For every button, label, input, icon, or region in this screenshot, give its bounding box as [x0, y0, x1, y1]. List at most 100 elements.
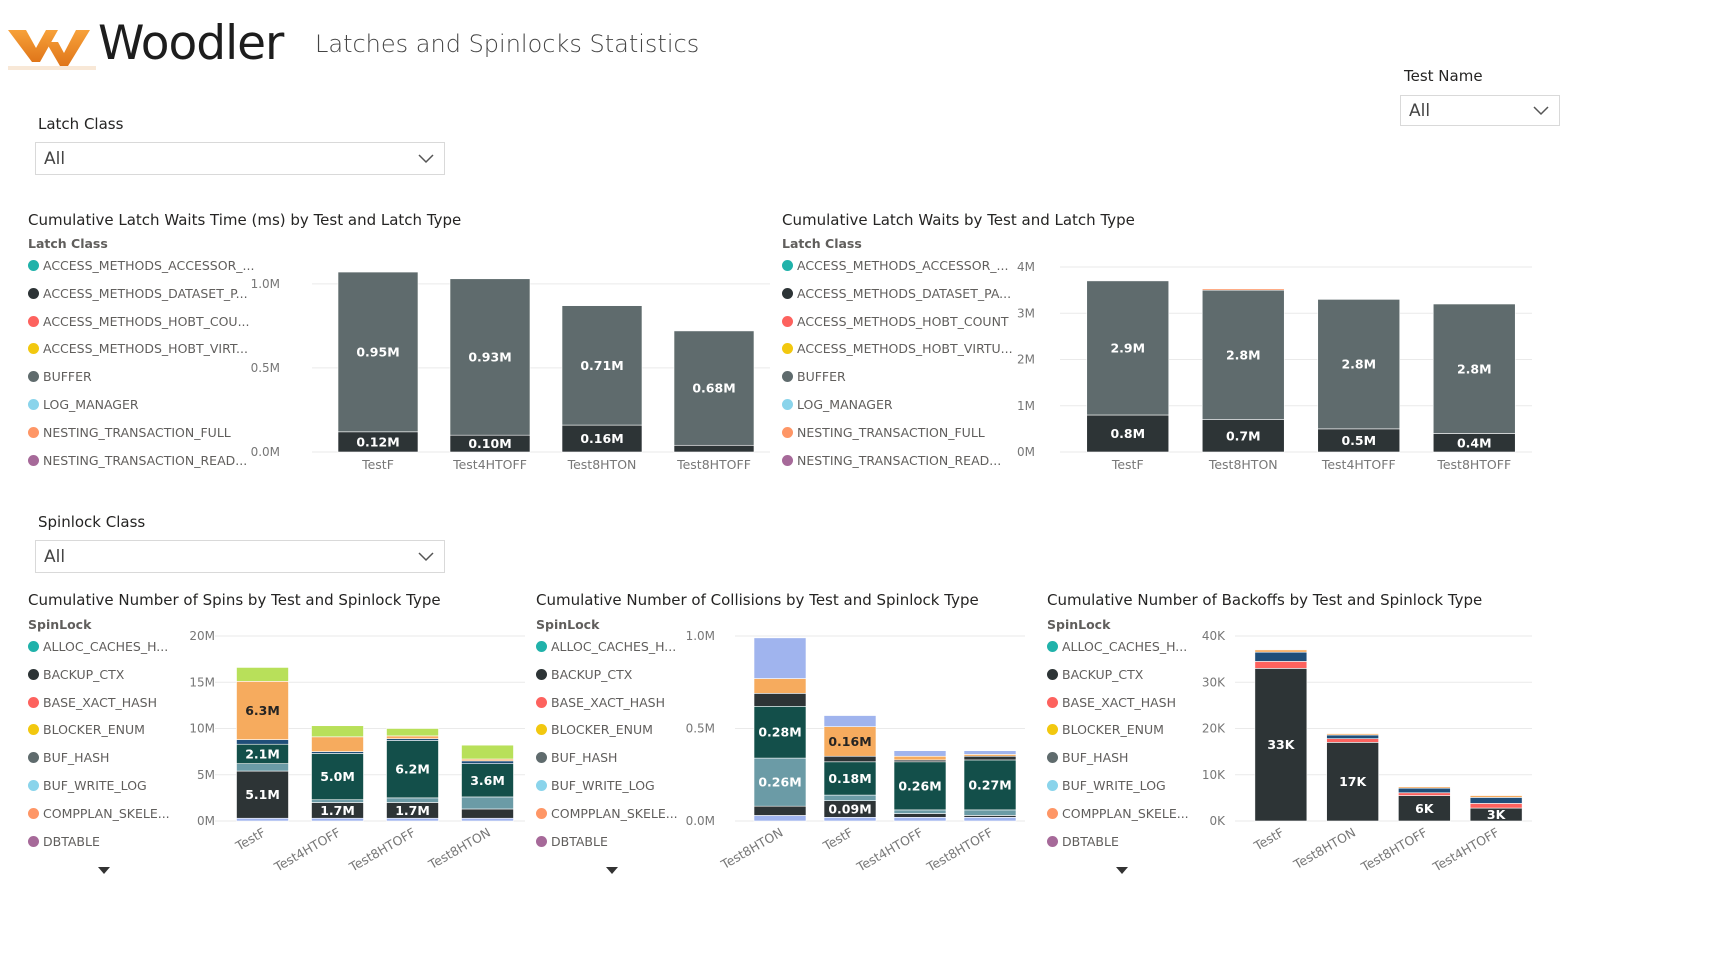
backoffs-title: Cumulative Number of Backoffs by Test an…	[1047, 591, 1483, 609]
x-tick-label: Test8HTON	[425, 825, 493, 873]
legend-item[interactable]: COMPPLAN_SKELE...	[1047, 806, 1189, 821]
legend-dot-icon	[28, 454, 39, 466]
legend-label: ALLOC_CACHES_H...	[1062, 639, 1188, 654]
brand-name: Woodler	[98, 16, 284, 71]
legend-item[interactable]: BUF_WRITE_LOG	[28, 778, 147, 793]
legend-dot-icon	[536, 668, 547, 680]
spinlock-class-dropdown[interactable]: All	[35, 540, 445, 573]
latch-legend-1: Latch Class ACCESS_METHODS_ACCESSOR_... A…	[28, 236, 254, 468]
legend-item[interactable]: ACCESS_METHODS_DATASET_P...	[28, 286, 248, 301]
legend-label: NESTING_TRANSACTION_FULL	[43, 424, 231, 440]
legend-label: BASE_XACT_HASH	[1062, 694, 1177, 710]
legend-more-arrow-icon[interactable]	[1116, 867, 1128, 874]
legend-item[interactable]: DBTABLE	[1047, 834, 1119, 849]
legend-more-arrow-icon[interactable]	[606, 867, 618, 874]
bar-segment	[823, 715, 877, 727]
bar-segment	[673, 444, 755, 453]
legend-item[interactable]: LOG_MANAGER	[782, 397, 893, 412]
legend-dot-icon	[28, 696, 39, 708]
legend-item[interactable]: BASE_XACT_HASH	[536, 695, 665, 710]
data-label: 0.5M	[1341, 433, 1376, 448]
legend-item[interactable]: ALLOC_CACHES_H...	[536, 639, 676, 654]
legend-item[interactable]: ACCESS_METHODS_ACCESSOR_...	[782, 258, 1008, 273]
legend-label: NESTING_TRANSACTION_FULL	[797, 424, 985, 440]
y-tick-label: 0.0M	[686, 814, 715, 828]
data-label: 5.0M	[320, 769, 355, 784]
legend-title: SpinLock	[536, 617, 600, 632]
legend-label: ACCESS_METHODS_HOBT_COU...	[43, 313, 250, 329]
data-label: 3K	[1487, 807, 1507, 822]
bar-segment	[1326, 742, 1379, 822]
data-label: 0.8M	[1110, 426, 1145, 441]
legend-item[interactable]: DBTABLE	[28, 834, 100, 849]
legend-item[interactable]: ACCESS_METHODS_HOBT_VIRTU...	[782, 341, 1013, 356]
legend-item[interactable]: BLOCKER_ENUM	[536, 722, 653, 737]
legend-item[interactable]: BACKUP_CTX	[1047, 667, 1143, 682]
legend-label: ACCESS_METHODS_DATASET_P...	[43, 285, 248, 301]
legend-label: DBTABLE	[1062, 833, 1119, 849]
legend-item[interactable]: BUF_HASH	[536, 750, 617, 765]
data-label: 0.09M	[828, 801, 871, 816]
legend-item[interactable]: BLOCKER_ENUM	[1047, 722, 1164, 737]
bar-segment	[1201, 288, 1285, 291]
legend-item[interactable]: BUF_HASH	[1047, 750, 1128, 765]
legend-item[interactable]: BASE_XACT_HASH	[1047, 695, 1176, 710]
legend-item[interactable]: NESTING_TRANSACTION_READ...	[28, 453, 247, 468]
test-name-value: All	[1409, 100, 1431, 121]
legend-item[interactable]: BACKUP_CTX	[536, 667, 632, 682]
legend-dot-icon	[782, 343, 793, 355]
legend-item[interactable]: BUF_HASH	[28, 750, 109, 765]
y-tick-label: 20K	[1202, 722, 1226, 736]
bar-segment	[236, 763, 289, 772]
y-tick-label: 30K	[1202, 675, 1226, 689]
legend-item[interactable]: LOG_MANAGER	[28, 397, 139, 412]
page-title: Latches and Spinlocks Statistics	[315, 30, 700, 58]
legend-label: COMPPLAN_SKELE...	[43, 805, 170, 821]
legend-item[interactable]: ACCESS_METHODS_ACCESSOR_...	[28, 258, 254, 273]
x-tick-label: Test4HTOFF	[1429, 825, 1501, 875]
legend-item[interactable]: BUF_WRITE_LOG	[536, 778, 655, 793]
legend-title: Latch Class	[28, 236, 108, 251]
bar-segment	[753, 637, 807, 679]
data-label: 0.12M	[356, 434, 399, 449]
bar-segment	[461, 744, 514, 760]
legend-item[interactable]: ALLOC_CACHES_H...	[1047, 639, 1187, 654]
bar-segment	[311, 817, 364, 822]
legend-item[interactable]: BUFFER	[782, 369, 846, 384]
legend-item[interactable]: ACCESS_METHODS_HOBT_COU...	[28, 314, 250, 329]
legend-more-arrow-icon[interactable]	[98, 867, 110, 874]
legend-label: BLOCKER_ENUM	[551, 722, 653, 738]
legend-item[interactable]: NESTING_TRANSACTION_FULL	[782, 425, 985, 440]
legend-item[interactable]: ACCESS_METHODS_HOBT_COUNT	[782, 314, 1009, 329]
data-label: 0.71M	[580, 358, 623, 373]
legend-label: DBTABLE	[551, 833, 608, 849]
legend-item[interactable]: BACKUP_CTX	[28, 667, 124, 682]
data-label: 6.2M	[395, 762, 430, 777]
data-label: 0.28M	[758, 725, 801, 740]
legend-item[interactable]: COMPPLAN_SKELE...	[536, 806, 678, 821]
legend-item[interactable]: BASE_XACT_HASH	[28, 695, 157, 710]
data-label: 0.18M	[828, 771, 871, 786]
bar-segment	[236, 770, 289, 819]
legend-item[interactable]: ALLOC_CACHES_H...	[28, 639, 168, 654]
legend-item[interactable]: BUF_WRITE_LOG	[1047, 778, 1166, 793]
legend-item[interactable]: COMPPLAN_SKELE...	[28, 806, 170, 821]
legend-item[interactable]: NESTING_TRANSACTION_FULL	[28, 425, 231, 440]
x-tick-label: Test8HTOFF	[1436, 457, 1511, 472]
legend-item[interactable]: ACCESS_METHODS_DATASET_PA...	[782, 286, 1011, 301]
y-tick-label: 10K	[1202, 768, 1226, 782]
legend-title: SpinLock	[28, 617, 92, 632]
chevron-down-icon	[418, 551, 434, 561]
x-tick-label: Test4HTOFF	[1321, 457, 1396, 472]
test-name-dropdown[interactable]: All	[1400, 95, 1560, 126]
latch-class-dropdown[interactable]: All	[35, 142, 445, 175]
x-tick-label: Test8HTOFF	[346, 825, 418, 875]
legend-item[interactable]: BLOCKER_ENUM	[28, 722, 145, 737]
bar-segment	[963, 816, 1017, 822]
legend-item[interactable]: BUFFER	[28, 369, 92, 384]
legend-label: BUF_HASH	[551, 750, 618, 766]
bar-segment	[1469, 795, 1523, 798]
legend-item[interactable]: NESTING_TRANSACTION_READ...	[782, 453, 1001, 468]
legend-item[interactable]: ACCESS_METHODS_HOBT_VIRT...	[28, 341, 248, 356]
legend-item[interactable]: DBTABLE	[536, 834, 608, 849]
